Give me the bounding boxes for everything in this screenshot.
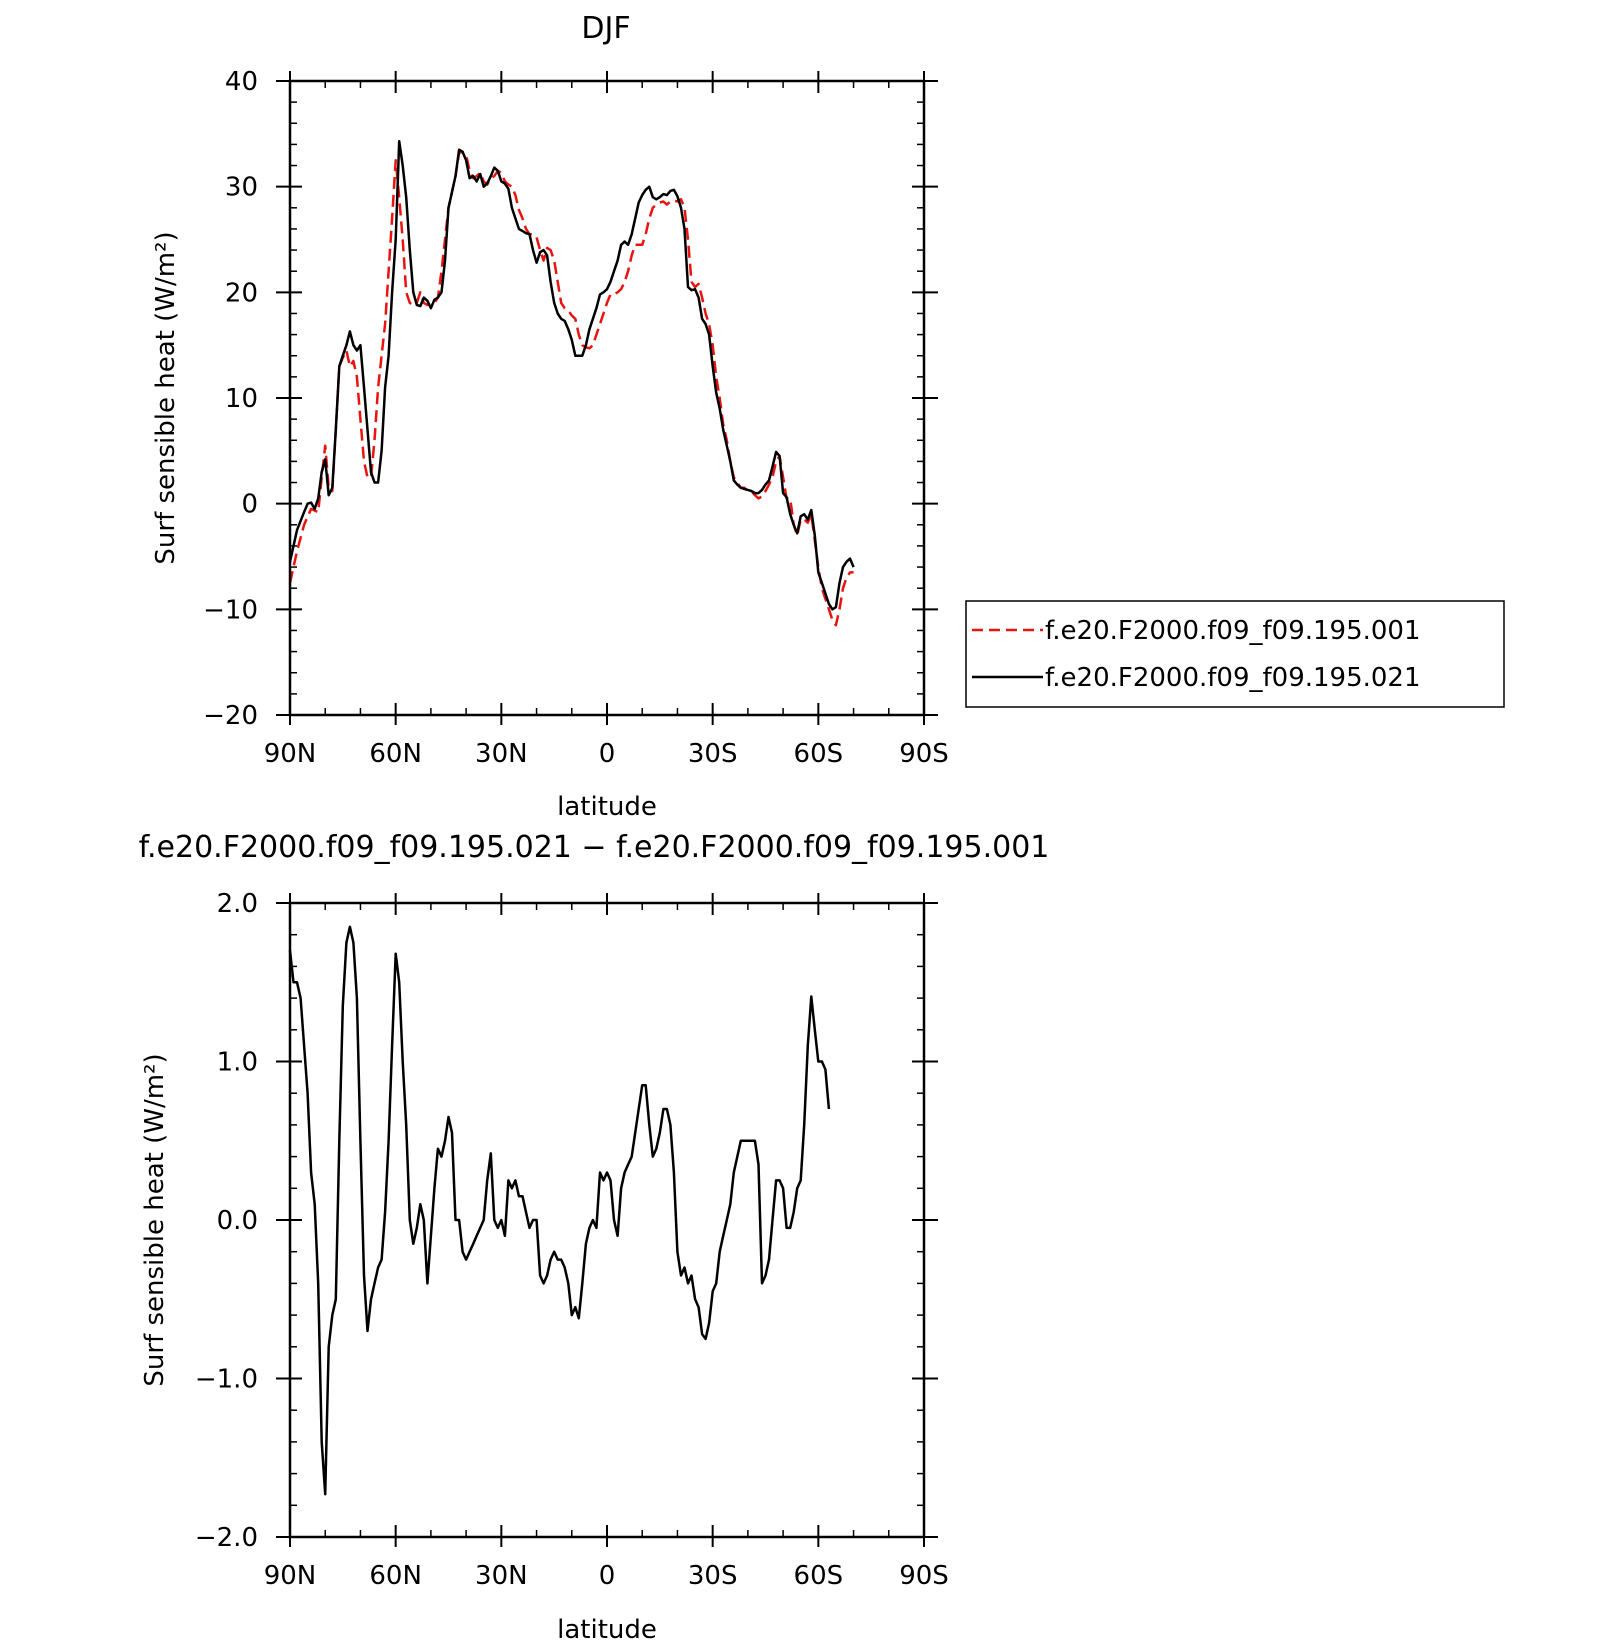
bottom-x-tick-label: 90S: [899, 1561, 949, 1591]
top-series-line-1: [288, 150, 854, 627]
top-x-tick-label: 90N: [264, 739, 317, 769]
top-y-tick-label: 20: [225, 278, 258, 308]
top-ticks: [276, 71, 938, 725]
bottom-y-tick-label: −1.0: [195, 1365, 258, 1395]
top-plot-frame: [288, 79, 926, 717]
top-series-line-2: [288, 139, 855, 611]
top-y-tick-label: 0: [241, 490, 258, 520]
legend-label-series-1: f.e20.F2000.f09_f09.195.001: [1045, 616, 1421, 646]
bottom-x-tick-label: 60S: [794, 1561, 844, 1591]
top-x-tick-label: 60N: [369, 739, 422, 769]
bottom-plot-frame: [288, 901, 926, 1539]
bottom-x-tick-label: 60N: [369, 1561, 422, 1591]
top-chart-title: DJF: [581, 11, 630, 46]
top-x-tick-label: 30S: [688, 739, 738, 769]
bottom-y-tick-label: −2.0: [195, 1523, 258, 1553]
bottom-y-tick-label: 1.0: [217, 1048, 258, 1078]
top-y-tick-label: 10: [225, 384, 258, 414]
bottom-x-tick-label: 90N: [264, 1561, 317, 1591]
top-panel: DJF 90N 60N 30N 0 30S 60S 90S −20 −10 0 10 20 30 40 l…: [151, 11, 1505, 822]
top-x-tick-label: 90S: [899, 739, 949, 769]
bottom-x-tick-label: 0: [599, 1561, 616, 1591]
top-y-tick-label: 30: [225, 173, 258, 203]
legend-box: [965, 600, 1505, 708]
top-y-tick-label: −20: [203, 701, 258, 731]
bottom-y-tick-label: 2.0: [217, 889, 258, 919]
top-series-layer: [288, 139, 855, 627]
bottom-ticks: [276, 893, 938, 1547]
top-x-axis-label: latitude: [557, 792, 657, 822]
bottom-tick-labels: 90N 60N 30N 0 30S 60S 90S −2.0 −1.0 0.0 1.0 2.0: [195, 889, 949, 1591]
legend: f.e20.F2000.f09_f09.195.001 f.e20.F2000.…: [965, 600, 1505, 708]
top-x-tick-label: 60S: [794, 739, 844, 769]
top-y-axis-label: Surf sensible heat (W/m²): [151, 231, 181, 564]
top-y-tick-label: −10: [203, 595, 258, 625]
legend-label-series-2: f.e20.F2000.f09_f09.195.021: [1045, 663, 1421, 693]
bottom-x-tick-label: 30N: [475, 1561, 528, 1591]
bottom-series-line-1: [288, 925, 831, 1496]
bottom-x-tick-label: 30S: [688, 1561, 738, 1591]
bottom-series-layer: [288, 925, 831, 1496]
top-x-tick-label: 0: [599, 739, 616, 769]
top-tick-labels: 90N 60N 30N 0 30S 60S 90S −20 −10 0 10 20 30 40: [203, 67, 949, 769]
bottom-x-axis-label: latitude: [557, 1615, 657, 1641]
bottom-y-axis-label: Surf sensible heat (W/m²): [140, 1053, 170, 1386]
top-y-tick-label: 40: [225, 67, 258, 97]
top-x-tick-label: 30N: [475, 739, 528, 769]
bottom-panel: f.e20.F2000.f09_f09.195.021 − f.e20.F200…: [139, 830, 1050, 1641]
bottom-y-tick-label: 0.0: [217, 1206, 258, 1236]
bottom-chart-title: f.e20.F2000.f09_f09.195.021 − f.e20.F200…: [139, 830, 1050, 865]
